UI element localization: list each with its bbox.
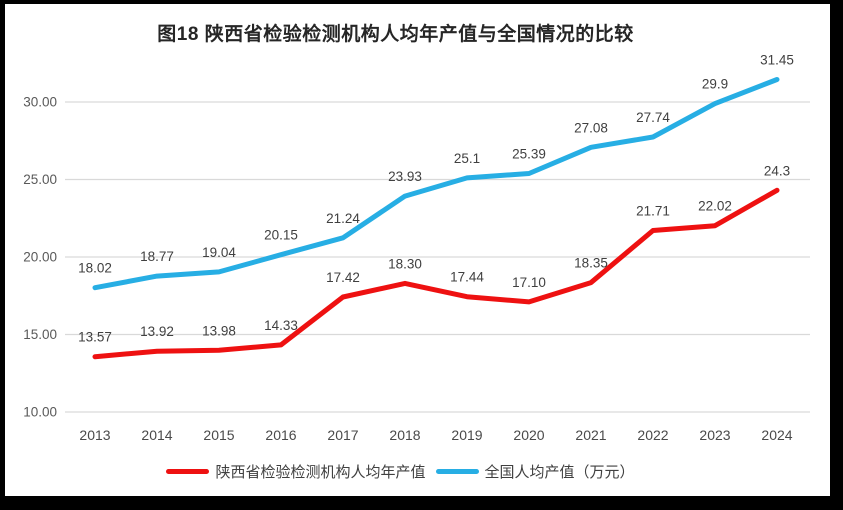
data-point-label: 21.71 [636,204,670,219]
x-axis-tick-label: 2016 [265,427,296,443]
data-point-label: 13.92 [140,324,174,339]
legend-item-shaanxi: 陕西省检验检测机构人均年产值 [166,461,426,482]
x-axis-tick-label: 2015 [203,427,234,443]
data-point-label: 25.1 [454,151,480,166]
frame-border-left [0,0,5,510]
frame-border-right [830,0,843,510]
data-point-label: 31.45 [760,53,794,68]
data-point-label: 13.98 [202,323,236,338]
data-point-label: 20.15 [264,228,298,243]
data-point-label: 13.57 [78,330,112,345]
data-point-label: 24.3 [764,163,790,178]
data-point-label: 23.93 [388,169,422,184]
data-point-label: 18.30 [388,256,422,271]
blue-line-swatch [435,469,479,474]
data-point-label: 17.44 [450,270,484,285]
y-axis-tick-label: 25.00 [23,172,57,187]
frame-border-top [0,0,843,4]
data-point-label: 17.42 [326,270,360,285]
x-axis-tick-label: 2018 [389,427,420,443]
x-axis-tick-label: 2019 [451,427,482,443]
y-axis-tick-label: 15.00 [23,327,57,342]
data-point-label: 17.10 [512,275,546,290]
chart-title: 图18 陕西省检验检测机构人均年产值与全国情况的比较 [157,24,634,45]
y-axis-tick-label: 30.00 [23,95,57,110]
x-axis-tick-label: 2021 [575,427,606,443]
x-axis-tick-label: 2023 [699,427,730,443]
data-point-label: 27.74 [636,110,670,125]
x-axis-tick-label: 2014 [141,427,172,443]
legend-label-shaanxi: 陕西省检验检测机构人均年产值 [215,464,426,481]
data-point-label: 18.02 [78,261,112,276]
data-point-label: 25.39 [512,147,546,162]
data-point-label: 18.77 [140,249,174,264]
data-point-label: 29.9 [702,77,728,92]
data-point-label: 18.35 [574,256,608,271]
data-point-label: 14.33 [264,318,298,333]
series-line-shaanxi [92,187,780,360]
x-axis-tick-label: 2017 [327,427,358,443]
legend-label-national: 全国人均产值（万元） [484,464,635,481]
red-line-swatch [166,469,210,474]
x-axis-tick-label: 2020 [513,427,544,443]
data-point-label: 19.04 [202,245,236,260]
series-line-national [92,77,780,291]
data-point-label: 27.08 [574,120,608,135]
y-axis-tick-label: 10.00 [23,405,57,420]
frame-border-bottom [0,496,843,510]
x-axis-tick-label: 2022 [637,427,668,443]
chart-legend: 陕西省检验检测机构人均年产值 全国人均产值（万元） [0,461,843,482]
data-point-label: 21.24 [326,211,360,226]
y-axis-tick-label: 20.00 [23,250,57,265]
data-point-label: 22.02 [698,199,732,214]
legend-item-national: 全国人均产值（万元） [435,461,635,482]
x-axis-tick-label: 2024 [761,427,792,443]
x-axis-tick-label: 2013 [79,427,110,443]
